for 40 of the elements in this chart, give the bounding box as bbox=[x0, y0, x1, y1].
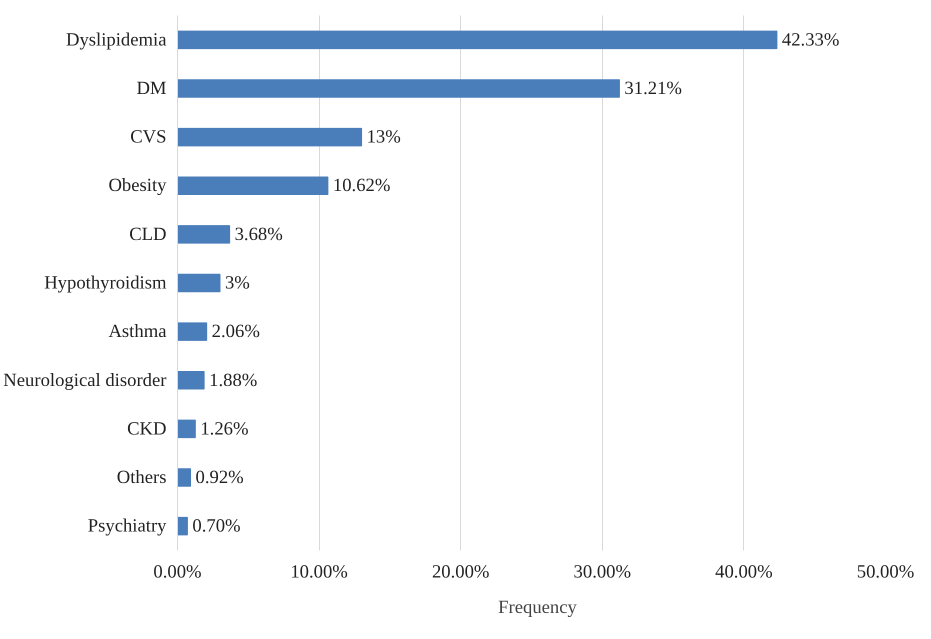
bar bbox=[178, 371, 205, 390]
y-tick-label: Obesity bbox=[108, 175, 168, 196]
x-tick-label: 40.00% bbox=[715, 562, 773, 582]
x-tick-label: 0.00% bbox=[153, 562, 202, 582]
y-tick-label: CLD bbox=[129, 224, 166, 245]
x-tick-label: 50.00% bbox=[856, 562, 914, 582]
bar bbox=[178, 274, 220, 292]
data-label: 42.33% bbox=[782, 29, 840, 50]
bar bbox=[178, 176, 328, 195]
y-tick-label: Others bbox=[116, 467, 167, 488]
data-label: 31.21% bbox=[624, 78, 682, 99]
bar bbox=[178, 30, 778, 50]
x-tick-label: 20.00% bbox=[432, 562, 490, 582]
y-tick-label: Hypothyroidism bbox=[44, 272, 167, 294]
bar bbox=[178, 420, 196, 438]
data-label: 0.70% bbox=[192, 516, 241, 537]
data-label: 1.88% bbox=[209, 370, 258, 391]
data-label: 13% bbox=[366, 126, 401, 148]
bar bbox=[178, 468, 192, 487]
bar bbox=[178, 322, 208, 341]
data-label: 3% bbox=[224, 272, 250, 294]
data-label: 2.06% bbox=[212, 321, 260, 342]
y-tick-label: Asthma bbox=[108, 321, 168, 342]
data-label: 3.68% bbox=[234, 224, 283, 245]
y-tick-label: Psychiatry bbox=[88, 516, 168, 537]
data-label: 0.92% bbox=[196, 467, 244, 488]
bar bbox=[178, 128, 362, 146]
y-tick-label: Dyslipidemia bbox=[66, 29, 168, 50]
bar bbox=[178, 225, 230, 244]
bar bbox=[178, 79, 620, 98]
text: Frequency bbox=[498, 596, 577, 618]
y-tick-label: DM bbox=[136, 78, 167, 99]
y-tick-label: Neurological disorder bbox=[3, 370, 168, 391]
data-label: 1.26% bbox=[200, 418, 249, 440]
y-tick-label: CKD bbox=[127, 418, 166, 440]
x-tick-label: 30.00% bbox=[574, 562, 632, 582]
y-tick-label: CVS bbox=[130, 126, 167, 148]
data-label: 10.62% bbox=[332, 175, 390, 196]
x-tick-label: 10.00% bbox=[290, 562, 348, 582]
bar bbox=[178, 516, 188, 536]
